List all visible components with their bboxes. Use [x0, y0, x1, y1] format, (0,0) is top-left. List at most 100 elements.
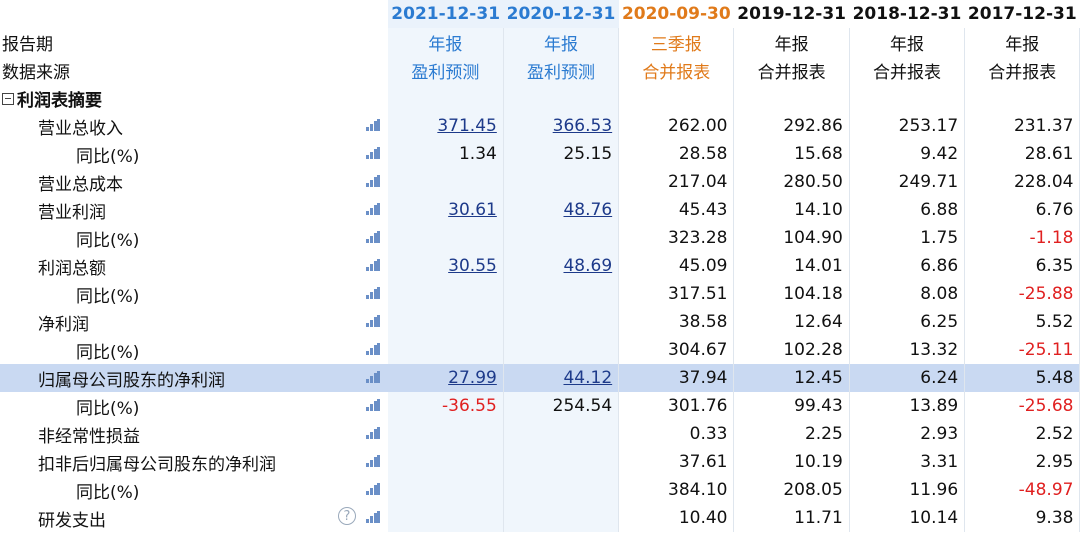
value-cell — [388, 420, 504, 448]
bar-chart-icon[interactable] — [366, 147, 380, 159]
value-cell: 1.75 — [849, 224, 966, 252]
row-label: 同比(%) — [0, 140, 388, 168]
value-cell: 6.86 — [849, 252, 966, 280]
value-cell — [388, 308, 504, 336]
value-cell: 0.33 — [618, 420, 735, 448]
value-cell: -48.97 — [964, 476, 1080, 504]
help-icon[interactable]: ? — [338, 507, 356, 525]
column-date[interactable]: 2020-12-31 — [503, 0, 619, 28]
value-cell: 10.19 — [733, 448, 850, 476]
forecast-link[interactable]: 27.99 — [448, 368, 497, 388]
row-label-text: 同比(%) — [76, 398, 140, 419]
value-cell: 27.99 — [388, 364, 504, 392]
bar-chart-icon[interactable] — [366, 259, 380, 271]
cell-value: 14.10 — [794, 200, 843, 220]
bar-chart-icon[interactable] — [366, 119, 380, 131]
value-cell: 2.52 — [964, 420, 1080, 448]
value-cell: 48.69 — [503, 252, 620, 280]
table-row[interactable]: 利润总额 30.55 48.69 45.09 14.01 6.86 6.35 — [0, 252, 1080, 280]
table-row[interactable]: 净利润 38.58 12.64 6.25 5.52 — [0, 308, 1080, 336]
table-row[interactable]: 同比(%) 384.10 208.05 11.96 -48.97 — [0, 476, 1080, 504]
cell-value: 2.93 — [920, 424, 959, 444]
bar-chart-icon[interactable] — [366, 483, 380, 495]
forecast-link[interactable]: 371.45 — [437, 116, 497, 136]
bar-chart-icon[interactable] — [366, 455, 380, 467]
value-cell: 9.38 — [964, 504, 1080, 532]
row-label-text: 利润总额 — [38, 258, 106, 279]
value-cell: 30.55 — [388, 252, 504, 280]
value-cell: 231.37 — [964, 112, 1080, 140]
table-row[interactable]: 营业总成本 217.04 280.50 249.71 228.04 — [0, 168, 1080, 196]
cell-value: 6.76 — [1035, 200, 1074, 220]
cell-value: 317.51 — [668, 284, 728, 304]
empty-cell — [733, 84, 850, 112]
table-row[interactable]: 同比(%) 317.51 104.18 8.08 -25.88 — [0, 280, 1080, 308]
forecast-link[interactable]: 30.55 — [448, 256, 497, 276]
forecast-link[interactable]: 48.76 — [563, 200, 613, 220]
value-cell: 317.51 — [618, 280, 735, 308]
empty-cell — [964, 84, 1080, 112]
table-row[interactable]: 同比(%) -36.55 254.54 301.76 99.43 13.89 -25.68 — [0, 392, 1080, 420]
forecast-link[interactable]: 48.69 — [563, 256, 613, 276]
value-cell: 28.58 — [618, 140, 735, 168]
forecast-link[interactable]: 44.12 — [563, 368, 613, 388]
row-label: 同比(%) — [0, 280, 388, 308]
value-cell: 48.76 — [503, 196, 620, 224]
bar-chart-icon[interactable] — [366, 427, 380, 439]
cell-value: 304.67 — [668, 340, 728, 360]
bar-chart-icon[interactable] — [366, 511, 380, 523]
table-row[interactable]: 营业总收入 371.45 366.53 262.00 292.86 253.17 231.3… — [0, 112, 1080, 140]
cell-value: 1.34 — [458, 144, 497, 164]
value-cell: 249.71 — [849, 168, 966, 196]
value-cell — [503, 420, 620, 448]
table-row[interactable]: 研发支出? 10.40 11.71 10.14 9.38 — [0, 504, 1080, 532]
value-cell: 384.10 — [618, 476, 735, 504]
table-row[interactable]: 营业利润 30.61 48.76 45.43 14.10 6.88 6.76 — [0, 196, 1080, 224]
value-cell: 104.90 — [733, 224, 850, 252]
table-row[interactable]: 归属母公司股东的净利润 27.99 44.12 37.94 12.45 6.24 5.48 — [0, 364, 1080, 392]
section-header[interactable]: 利润表摘要 — [0, 84, 388, 112]
cell-value: 6.24 — [920, 368, 959, 388]
column-date[interactable]: 2018-12-31 — [852, 4, 962, 24]
value-cell: 12.45 — [733, 364, 850, 392]
cell-value: 5.52 — [1035, 312, 1074, 332]
column-date[interactable]: 2019-12-31 — [737, 4, 847, 24]
value-cell — [388, 504, 504, 532]
cell-value: 2.25 — [804, 424, 843, 444]
cell-value: 301.76 — [668, 396, 728, 416]
value-cell: 38.58 — [618, 308, 735, 336]
bar-chart-icon[interactable] — [366, 231, 380, 243]
row-label-text: 归属母公司股东的净利润 — [38, 370, 225, 391]
bar-chart-icon[interactable] — [366, 371, 380, 383]
bar-chart-icon[interactable] — [366, 287, 380, 299]
value-cell: 11.71 — [733, 504, 850, 532]
cell-value: -36.55 — [442, 396, 497, 416]
column-date[interactable]: 2020-09-30 — [621, 4, 731, 24]
forecast-link[interactable]: 366.53 — [552, 116, 613, 136]
column-date[interactable]: 2017-12-31 — [967, 4, 1077, 24]
row-label-text: 同比(%) — [76, 230, 140, 251]
bar-chart-icon[interactable] — [366, 315, 380, 327]
table-row[interactable]: 扣非后归属母公司股东的净利润 37.61 10.19 3.31 2.95 — [0, 448, 1080, 476]
table-row[interactable]: 同比(%) 1.34 25.15 28.58 15.68 9.42 28.61 — [0, 140, 1080, 168]
cell-value: 231.37 — [1013, 116, 1074, 136]
bar-chart-icon[interactable] — [366, 399, 380, 411]
table-row[interactable]: 同比(%) 304.67 102.28 13.32 -25.11 — [0, 336, 1080, 364]
column-date[interactable]: 2021-12-31 — [388, 0, 504, 28]
bar-chart-icon[interactable] — [366, 175, 380, 187]
collapse-minus-icon[interactable] — [2, 92, 14, 105]
value-cell: 37.61 — [618, 448, 735, 476]
cell-value: 102.28 — [783, 340, 843, 360]
table-row[interactable]: 非经常性损益 0.33 2.25 2.93 2.52 — [0, 420, 1080, 448]
row-label-text: 同比(%) — [76, 286, 140, 307]
forecast-link[interactable]: 30.61 — [448, 200, 497, 220]
value-cell: 25.15 — [503, 140, 620, 168]
cell-value: 99.43 — [794, 396, 843, 416]
bar-chart-icon[interactable] — [366, 343, 380, 355]
header-period-row: 报告期 年报 年报 三季报 年报 年报 年报 — [0, 28, 1080, 56]
value-cell — [503, 280, 620, 308]
table-row[interactable]: 同比(%) 323.28 104.90 1.75 -1.18 — [0, 224, 1080, 252]
cell-value: 45.43 — [678, 200, 728, 220]
bar-chart-icon[interactable] — [366, 203, 380, 215]
empty-cell — [618, 84, 735, 112]
